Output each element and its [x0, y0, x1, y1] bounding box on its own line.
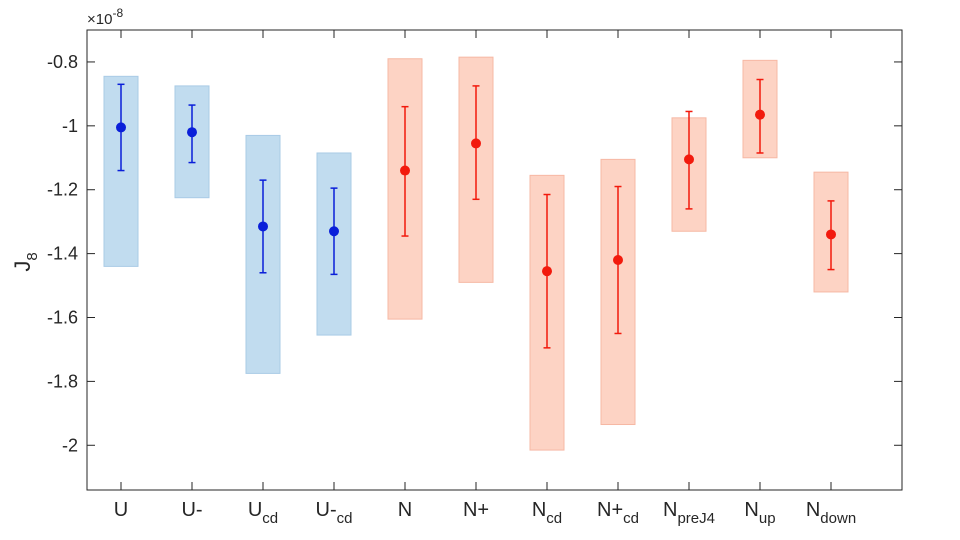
- data-point: [755, 109, 765, 120]
- y-axis-multiplier-exp: -8: [112, 6, 123, 20]
- y-tick-label: -2: [62, 435, 78, 455]
- data-point: [116, 122, 126, 133]
- data-point: [542, 266, 552, 277]
- y-axis-multiplier-base: ×10: [87, 11, 112, 28]
- x-tick-label-sub: preJ4: [677, 510, 715, 527]
- y-tick-label: -1.8: [47, 371, 78, 391]
- y-axis-label-base: J: [10, 261, 35, 272]
- x-tick-label: Nup: [744, 499, 775, 527]
- x-axis-ticks: U U- Ucd U-cd N N+ Ncd N+cd NpreJ4 Nup Ndown: [114, 30, 856, 527]
- x-tick-label: U-: [181, 499, 202, 521]
- y-axis-label-sub: 8: [24, 252, 41, 260]
- x-tick-label-sub: cd: [337, 510, 353, 527]
- x-tick-label-sub: down: [820, 510, 856, 527]
- y-tick-label: -0.8: [47, 52, 78, 72]
- y-axis-multiplier: ×10-8: [87, 6, 123, 28]
- data-point: [329, 226, 339, 237]
- data-point: [684, 154, 694, 165]
- x-tick-label: N+: [463, 499, 489, 521]
- data-point: [826, 229, 836, 240]
- x-tick-label-base: N: [806, 499, 820, 521]
- y-tick-label: -1.2: [47, 180, 78, 200]
- x-tick-label-base: N+: [463, 499, 489, 521]
- x-tick-label-base: N: [398, 499, 412, 521]
- x-tick-label-base: N: [532, 499, 546, 521]
- x-tick-label: U: [114, 499, 128, 521]
- x-tick-label-base: U: [114, 499, 128, 521]
- data-points: [116, 109, 836, 277]
- x-tick-label: Ncd: [532, 499, 562, 527]
- x-tick-label-sub: cd: [546, 510, 562, 527]
- x-tick-label-base: U-: [316, 499, 337, 521]
- x-tick-label-base: U-: [181, 499, 202, 521]
- data-point: [258, 221, 268, 232]
- y-axis-ticks: -2 -1.8 -1.6 -1.4 -1.2 -1 -0.8: [47, 52, 902, 455]
- y-axis-label: J8: [10, 252, 41, 271]
- x-tick-label-sub: cd: [623, 510, 639, 527]
- x-tick-label: NpreJ4: [663, 499, 715, 527]
- data-point: [187, 127, 197, 138]
- x-tick-label-sub: up: [759, 510, 776, 527]
- x-tick-label: U-cd: [316, 499, 353, 527]
- data-point: [471, 138, 481, 149]
- y-tick-label: -1.6: [47, 308, 78, 328]
- x-tick-label: Ucd: [248, 499, 278, 527]
- data-point: [613, 255, 623, 265]
- x-tick-label: N+cd: [597, 499, 639, 527]
- x-tick-label-sub: cd: [262, 510, 278, 527]
- x-tick-label: N: [398, 499, 412, 521]
- x-tick-label-base: N: [744, 499, 758, 521]
- data-point: [400, 165, 410, 176]
- x-tick-label-base: N: [663, 499, 677, 521]
- y-tick-label: -1.4: [47, 244, 78, 264]
- x-tick-label-base: U: [248, 499, 262, 521]
- y-tick-label: -1: [62, 116, 78, 136]
- plot-frame: [86, 29, 903, 491]
- x-tick-label: Ndown: [806, 499, 856, 527]
- x-tick-label-base: N+: [597, 499, 623, 521]
